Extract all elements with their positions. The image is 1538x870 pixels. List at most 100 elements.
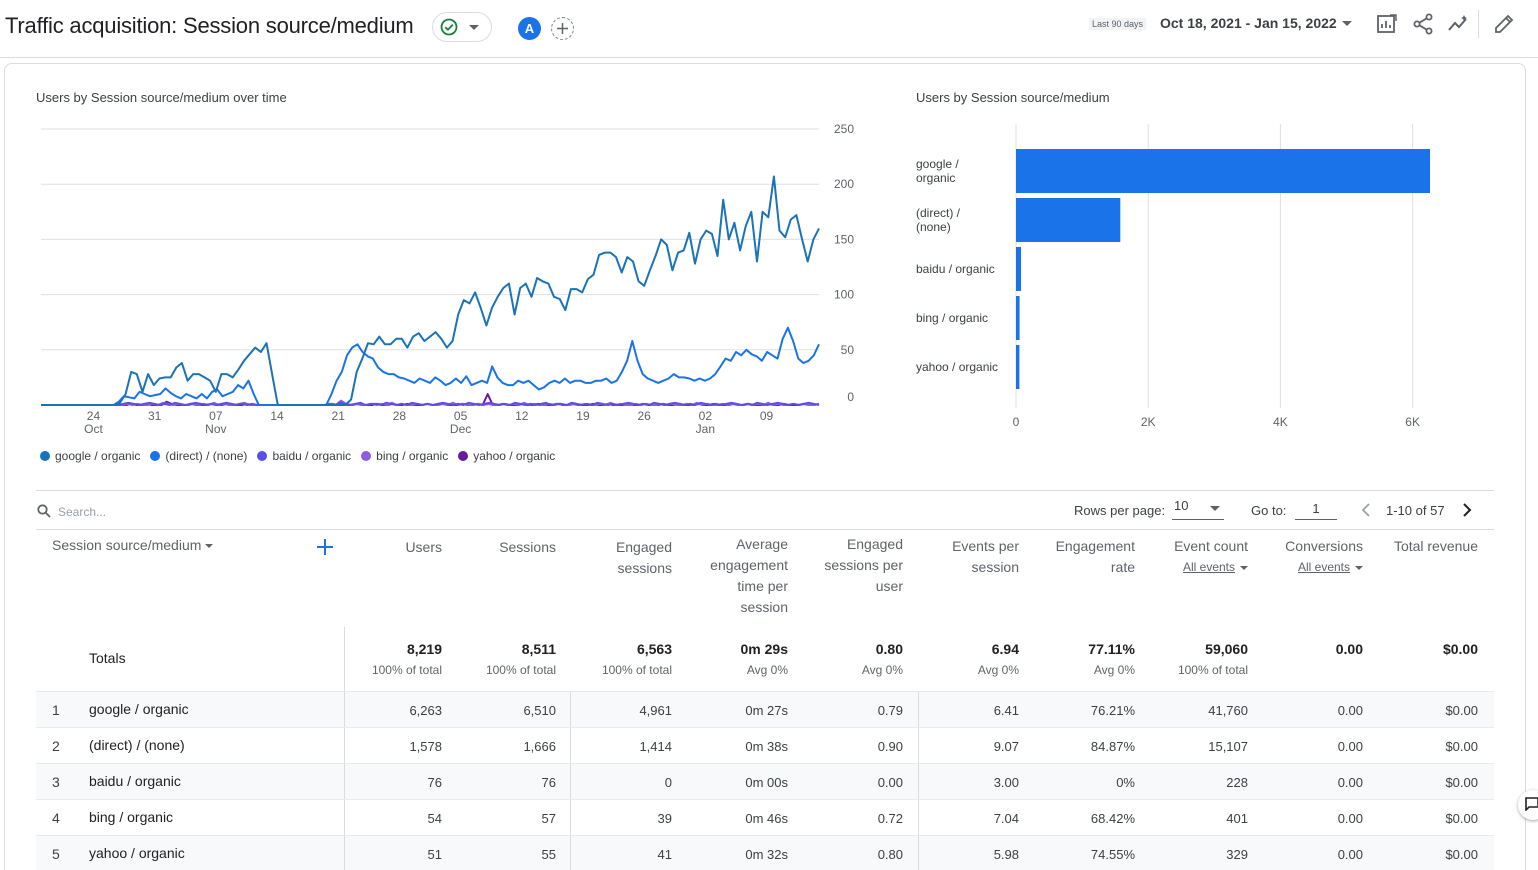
cell-users: 76 bbox=[427, 775, 442, 790]
bar-category-label: bing / organic bbox=[916, 311, 988, 325]
cell-events-per-session: 3.00 bbox=[993, 775, 1019, 790]
x-tick-month-label: Nov bbox=[205, 422, 226, 436]
column-divider bbox=[570, 728, 571, 764]
legend-item-google-organic[interactable]: google / organic bbox=[40, 449, 140, 463]
edit-icon[interactable] bbox=[1492, 12, 1516, 36]
total-value: 6,563 bbox=[636, 641, 672, 657]
cell-avg-engagement-time: 0m 46s bbox=[745, 811, 788, 826]
bar-2 bbox=[1016, 247, 1022, 291]
insights-icon[interactable] bbox=[1447, 12, 1471, 36]
row-index: 3 bbox=[52, 774, 60, 790]
column-header-users[interactable]: Users bbox=[405, 537, 442, 558]
feedback-button[interactable] bbox=[1518, 790, 1538, 820]
previous-page-icon[interactable] bbox=[1359, 502, 1373, 518]
conversions-filter[interactable]: All events bbox=[1285, 557, 1363, 578]
cell-engaged-sessions: 0 bbox=[664, 775, 672, 790]
bar-1 bbox=[1016, 198, 1121, 242]
total-engaged-sessions-per-user: 0.80 Avg 0% bbox=[862, 641, 903, 677]
x-tick-label: 0 bbox=[1013, 415, 1020, 429]
legend-label: baidu / organic bbox=[272, 449, 352, 463]
y-tick-label: 50 bbox=[841, 343, 855, 357]
row-dimension[interactable]: bing / organic bbox=[89, 809, 174, 825]
date-preset-label: Last 90 days bbox=[1089, 18, 1147, 30]
bar-chart-title: Users by Session source/medium bbox=[916, 90, 1110, 105]
total-value: 0m 29s bbox=[740, 641, 788, 657]
series-line-baidu-organic bbox=[41, 401, 820, 406]
total-subtext: Avg 0% bbox=[746, 663, 788, 677]
header-line: sessions per bbox=[824, 557, 903, 573]
column-header-avg-engagement-time[interactable]: Average engagement time per session bbox=[710, 534, 788, 618]
total-value: $0.00 bbox=[1442, 641, 1478, 657]
comparison-avatar[interactable]: A bbox=[518, 17, 541, 40]
column-header-engaged-sessions[interactable]: Engaged sessions bbox=[616, 537, 672, 579]
legend-color-dot bbox=[40, 451, 50, 461]
cell-event-count: 329 bbox=[1226, 847, 1248, 862]
header-line: engagement bbox=[710, 557, 788, 573]
table-row[interactable]: 5 yahoo / organic 51 55 41 0m 32s 0.80 5… bbox=[36, 835, 1494, 870]
header-line: Total revenue bbox=[1393, 538, 1478, 554]
row-dimension[interactable]: google / organic bbox=[89, 701, 189, 717]
legend-color-dot bbox=[150, 451, 161, 461]
chevron-down-icon bbox=[205, 544, 214, 549]
total-event-count: 59,060 100% of total bbox=[1178, 641, 1248, 677]
column-header-engagement-rate[interactable]: Engagement rate bbox=[1056, 536, 1135, 578]
dimension-header[interactable]: Session source/medium bbox=[52, 537, 214, 553]
column-divider bbox=[918, 728, 919, 764]
goto-page-input[interactable] bbox=[1295, 498, 1337, 520]
cell-engaged-sessions-per-user: 0.72 bbox=[877, 811, 903, 826]
total-subtext: Avg 0% bbox=[1093, 663, 1135, 677]
legend-item-bing-organic[interactable]: bing / organic bbox=[361, 449, 448, 463]
column-header-engaged-sessions-per-user[interactable]: Engaged sessions per user bbox=[824, 534, 903, 597]
x-tick-label: 12 bbox=[515, 409, 529, 423]
column-header-total-revenue[interactable]: Total revenue bbox=[1394, 536, 1478, 557]
column-header-event-count[interactable]: Event count All events bbox=[1174, 536, 1248, 578]
rows-per-page-select[interactable]: 10 bbox=[1172, 498, 1224, 520]
cell-engagement-rate: 84.87% bbox=[1090, 739, 1135, 754]
y-tick-label: 150 bbox=[834, 232, 854, 246]
search-input[interactable] bbox=[58, 501, 358, 523]
column-divider bbox=[570, 692, 571, 728]
add-comparison-button[interactable] bbox=[551, 17, 574, 40]
x-tick-label: 07 bbox=[209, 409, 223, 423]
cell-engaged-sessions: 4,961 bbox=[639, 703, 672, 718]
header-line: Event count bbox=[1174, 538, 1248, 554]
x-tick-label: 4K bbox=[1273, 415, 1288, 429]
bar-category-label: (none) bbox=[916, 220, 951, 234]
cell-total-revenue: $0.00 bbox=[1445, 739, 1478, 754]
legend-label: yahoo / organic bbox=[473, 449, 556, 463]
x-tick-label: 26 bbox=[637, 409, 651, 423]
event-count-filter[interactable]: All events bbox=[1174, 557, 1248, 578]
report-status-dropdown[interactable] bbox=[432, 12, 492, 42]
row-dimension[interactable]: baidu / organic bbox=[89, 773, 181, 789]
bar-chart[interactable]: 0 2K 4K 6K google /organic (direct) /(none) ba… bbox=[912, 118, 1432, 438]
total-subtext: Avg 0% bbox=[977, 663, 1019, 677]
bar-category-label: (direct) / bbox=[916, 206, 961, 220]
table-row[interactable]: 1 google / organic 6,263 6,510 4,961 0m … bbox=[36, 691, 1494, 728]
row-dimension[interactable]: yahoo / organic bbox=[89, 845, 185, 861]
cell-sessions: 76 bbox=[541, 775, 556, 790]
legend-item-yahoo-organic[interactable]: yahoo / organic bbox=[458, 449, 555, 463]
share-icon[interactable] bbox=[1411, 12, 1435, 36]
next-page-icon[interactable] bbox=[1460, 502, 1474, 518]
add-dimension-icon[interactable] bbox=[316, 538, 334, 556]
chevron-down-icon[interactable] bbox=[1342, 21, 1352, 26]
table-row[interactable]: 2 (direct) / (none) 1,578 1,666 1,414 0m… bbox=[36, 727, 1494, 764]
customize-report-icon[interactable] bbox=[1375, 12, 1399, 36]
total-engagement-rate: 77.11% Avg 0% bbox=[1088, 641, 1135, 677]
report-header: Traffic acquisition: Session source/medi… bbox=[0, 0, 1538, 58]
total-value: 6.94 bbox=[991, 641, 1019, 657]
table-row[interactable]: 3 baidu / organic 76 76 0 0m 00s 0.00 3.… bbox=[36, 763, 1494, 800]
column-header-sessions[interactable]: Sessions bbox=[499, 537, 556, 558]
table-row[interactable]: 4 bing / organic 54 57 39 0m 46s 0.72 7.… bbox=[36, 799, 1494, 836]
chevron-down-icon bbox=[1240, 565, 1248, 570]
column-header-events-per-session[interactable]: Events per session bbox=[952, 536, 1019, 578]
legend-item-direct-none[interactable]: (direct) / (none) bbox=[150, 449, 247, 463]
cell-conversions: 0.00 bbox=[1337, 703, 1363, 718]
column-divider bbox=[344, 692, 345, 728]
date-range-picker[interactable]: Oct 18, 2021 - Jan 15, 2022 bbox=[1160, 15, 1337, 31]
legend-color-dot bbox=[458, 451, 469, 461]
column-header-conversions[interactable]: Conversions All events bbox=[1285, 536, 1363, 578]
row-dimension[interactable]: (direct) / (none) bbox=[89, 737, 185, 753]
legend-item-baidu-organic[interactable]: baidu / organic bbox=[257, 449, 351, 463]
